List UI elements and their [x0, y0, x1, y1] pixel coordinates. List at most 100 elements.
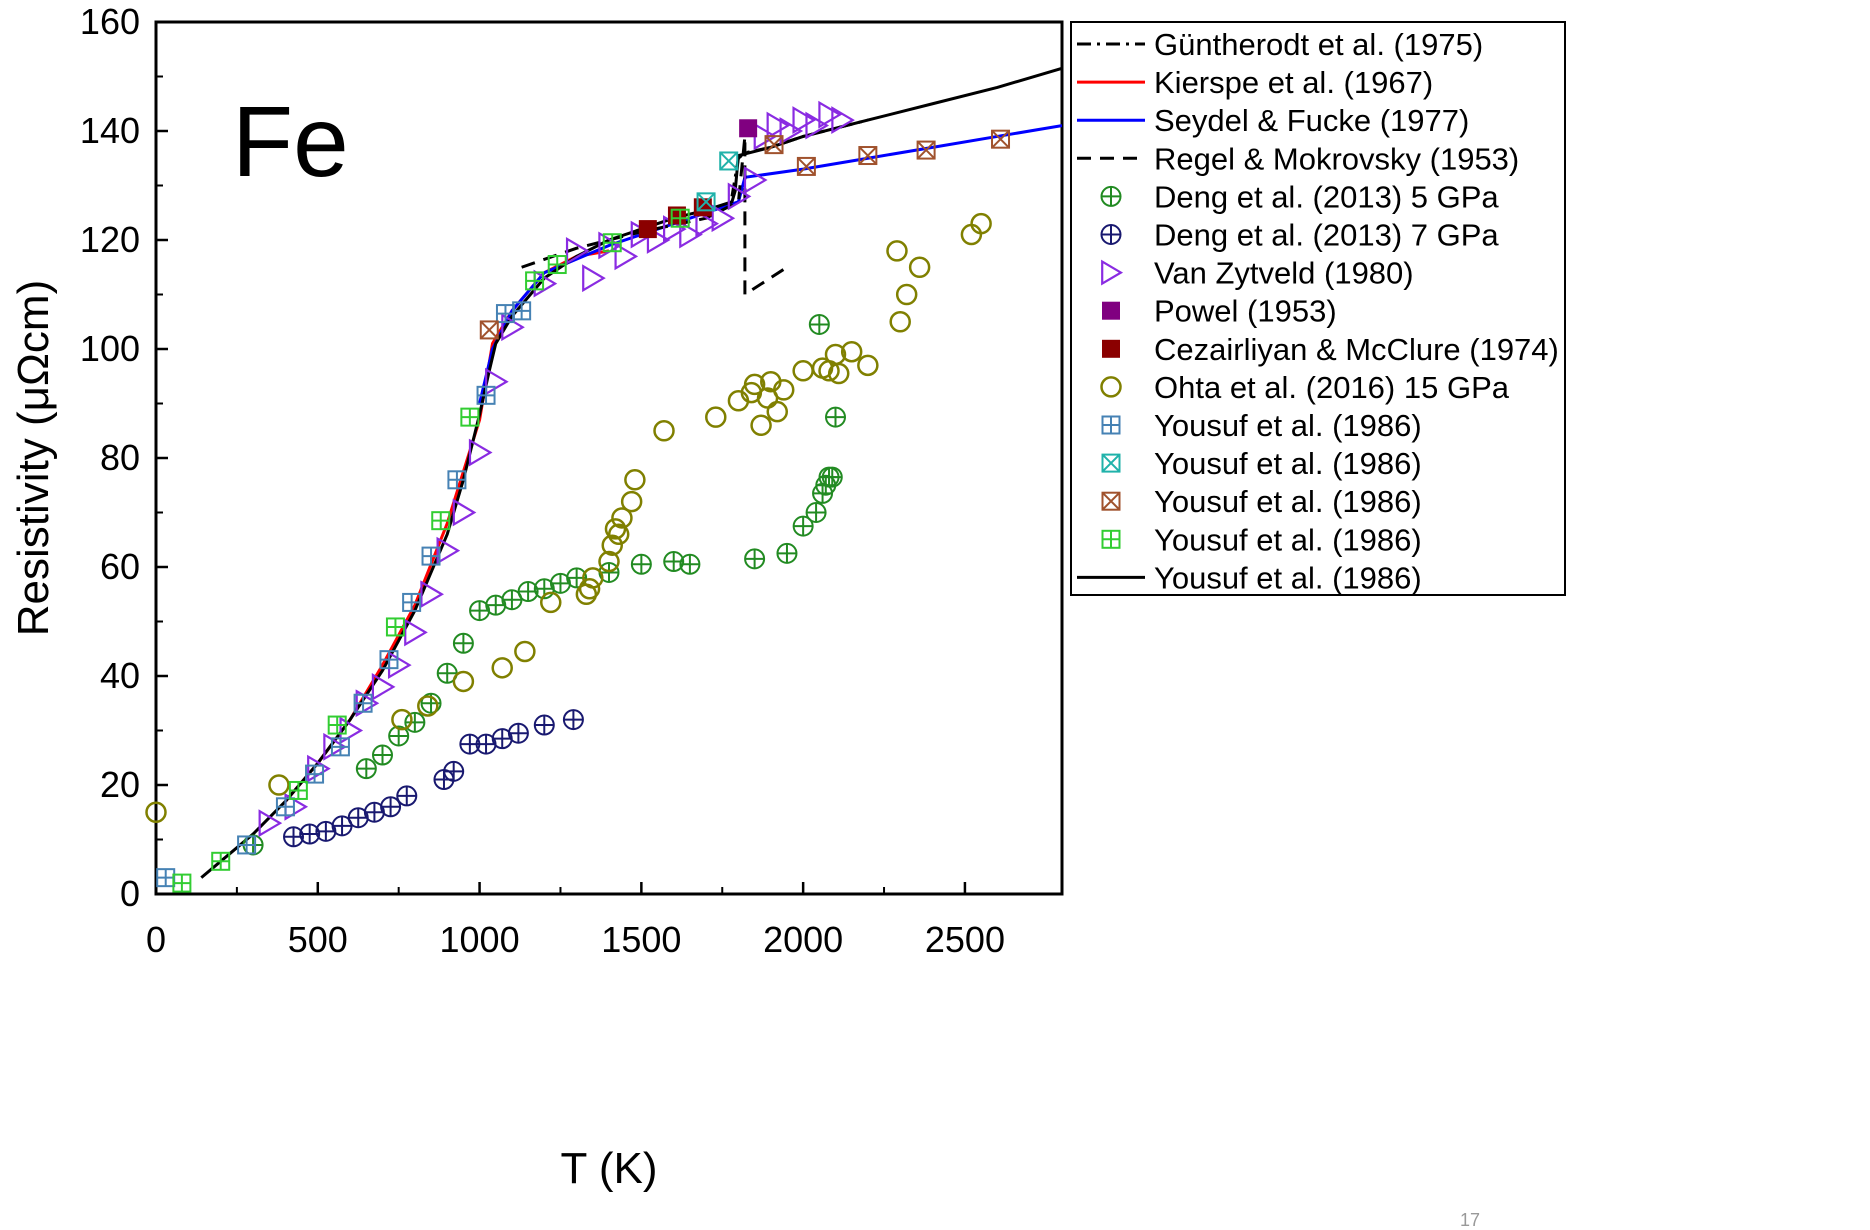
- data-point: [404, 618, 428, 647]
- data-point: [353, 693, 373, 713]
- y-tick-label: 20: [100, 764, 140, 805]
- data-point: [886, 240, 908, 262]
- y-tick-label: 100: [80, 328, 140, 369]
- legend-label: Yousuf et al. (1986): [1154, 560, 1422, 595]
- data-point: [491, 657, 513, 679]
- data-point: [831, 106, 855, 135]
- data-point: [908, 256, 931, 278]
- data-point: [540, 591, 562, 614]
- data-point: [607, 523, 630, 546]
- data-point: [601, 534, 623, 556]
- element-label: Fe: [232, 86, 349, 198]
- data-point: [827, 362, 850, 385]
- data-point: [727, 182, 752, 211]
- page-number: 17: [1460, 1210, 1480, 1230]
- data-point: [598, 550, 620, 573]
- data-point: [379, 650, 399, 670]
- legend: Güntherodt et al. (1975)Kierspe et al. (…: [1070, 21, 1566, 596]
- data-point: [582, 567, 604, 589]
- data-point: [355, 758, 377, 780]
- legend-item: Van Zytveld (1980): [1101, 256, 1414, 291]
- y-tick-label: 40: [100, 655, 140, 696]
- data-point: [525, 271, 545, 291]
- legend-item: Yousuf et al. (1986): [1101, 408, 1422, 443]
- legend-label: Van Zytveld (1980): [1154, 256, 1414, 291]
- x-tick-label: 1500: [601, 919, 681, 960]
- data-point: [611, 507, 633, 529]
- data-point: [323, 732, 347, 761]
- x-tick-label: 2500: [925, 919, 1005, 960]
- data-point: [743, 373, 766, 396]
- series-line: [284, 249, 610, 803]
- legend-label: Seydel & Fucke (1977): [1154, 103, 1469, 138]
- data-point: [404, 711, 426, 733]
- data-point: [744, 548, 766, 570]
- data-point: [779, 117, 804, 145]
- legend-item: Regel & Mokrovsky (1953): [1077, 141, 1519, 176]
- data-point: [638, 220, 657, 239]
- legend-swatch: [1101, 529, 1121, 549]
- legend-swatch: [1101, 415, 1121, 435]
- data-point: [667, 206, 686, 225]
- data-point: [476, 385, 496, 405]
- data-point: [380, 796, 402, 818]
- y-tick-label: 140: [80, 110, 140, 151]
- legend-label: Powel (1953): [1154, 294, 1337, 329]
- legend-swatch: [1101, 259, 1124, 286]
- data-point: [145, 801, 167, 823]
- x-tick-label: 500: [288, 919, 348, 960]
- data-point: [468, 438, 493, 467]
- legend-swatch: [1102, 301, 1120, 320]
- data-point: [327, 715, 347, 735]
- axis-ticks: 0 500 1000 1500 2000 2500 0 20 40 60 80 100 120 140 16…: [80, 1, 1005, 960]
- data-point: [562, 709, 584, 731]
- legend-swatch: [1100, 185, 1122, 207]
- data-point: [602, 233, 622, 253]
- legend-label: Kierspe et al. (1967): [1154, 65, 1433, 100]
- data-point: [792, 106, 817, 135]
- data-point: [825, 406, 846, 428]
- data-point: [452, 670, 475, 693]
- data-point: [288, 780, 308, 800]
- legend-swatch: [1100, 376, 1122, 398]
- data-point: [889, 311, 911, 333]
- legend-label: Yousuf et al. (1986): [1154, 522, 1422, 557]
- data-point: [805, 111, 830, 140]
- legend-label: Regel & Mokrovsky (1953): [1154, 141, 1519, 176]
- y-tick-label: 80: [100, 437, 140, 478]
- data-point: [705, 406, 727, 428]
- data-point: [582, 264, 606, 293]
- data-point: [268, 774, 290, 796]
- data-point: [547, 255, 567, 275]
- data-point: [371, 672, 396, 701]
- legend-swatch: [1101, 491, 1121, 511]
- legend-item: Yousuf et al. (1986): [1077, 560, 1422, 595]
- data-point: [431, 511, 451, 531]
- data-point: [916, 140, 936, 160]
- data-point: [646, 226, 671, 254]
- data-point: [679, 553, 701, 575]
- data-point: [696, 192, 716, 212]
- data-point: [764, 135, 784, 155]
- data-point: [402, 592, 422, 612]
- data-point: [417, 695, 439, 717]
- series-line: [521, 134, 788, 296]
- data-point: [776, 542, 798, 564]
- data-point: [565, 236, 590, 265]
- legend-item: Yousuf et al. (1986): [1101, 522, 1422, 557]
- data-point: [275, 797, 295, 817]
- data-point: [663, 551, 685, 573]
- legend-frame: [1070, 21, 1566, 596]
- legend-item: Deng et al. (2013) 7 GPa: [1100, 218, 1499, 253]
- data-point: [970, 212, 992, 235]
- legend-item: Ohta et al. (2016) 15 GPa: [1100, 370, 1510, 405]
- data-point: [792, 360, 814, 382]
- data-point: [743, 166, 768, 194]
- data-point: [695, 209, 720, 238]
- y-tick-label: 160: [80, 1, 140, 42]
- data-point: [821, 466, 843, 488]
- legend-swatch: [1101, 453, 1121, 473]
- data-point: [452, 498, 477, 527]
- data-point: [739, 119, 758, 138]
